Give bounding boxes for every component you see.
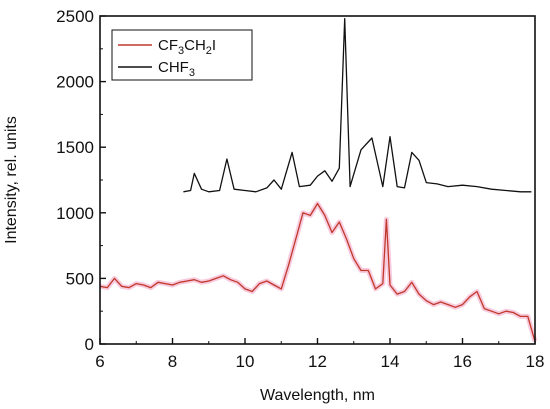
series-line-1 [183,17,532,193]
x-tick-label: 14 [381,352,400,371]
series-band-0 [99,201,538,343]
x-tick-label: 16 [453,352,472,371]
y-axis-ticks: 0 500 1000 1500 2000 2500 [56,7,106,354]
x-tick-label: 12 [308,352,327,371]
series-layer [99,17,538,343]
legend-box [111,29,253,81]
legend: CF3CH2I CHF3 [111,29,253,81]
y-tick-label: 2500 [56,7,94,26]
y-tick-label: 2000 [56,73,94,92]
y-tick-label: 500 [66,269,94,288]
x-tick-label: 6 [95,352,104,371]
legend-label-cf3ch2i: CF3CH2I [158,37,216,57]
y-tick-label: 1000 [56,204,94,223]
series-line-0 [99,202,536,342]
plot-frame [99,15,536,345]
x-axis-title: Wavelength, nm [260,387,375,404]
y-tick-label: 1500 [56,138,94,157]
x-tick-label: 10 [236,352,255,371]
legend-label-chf3: CHF3 [158,59,195,79]
x-tick-label: 18 [526,352,545,371]
x-tick-label: 8 [168,352,177,371]
x-axis-ticks: 6 8 10 12 14 16 18 [95,338,544,371]
y-tick-label: 0 [85,335,94,354]
y-axis-title: Intensity, rel. units [3,116,20,244]
